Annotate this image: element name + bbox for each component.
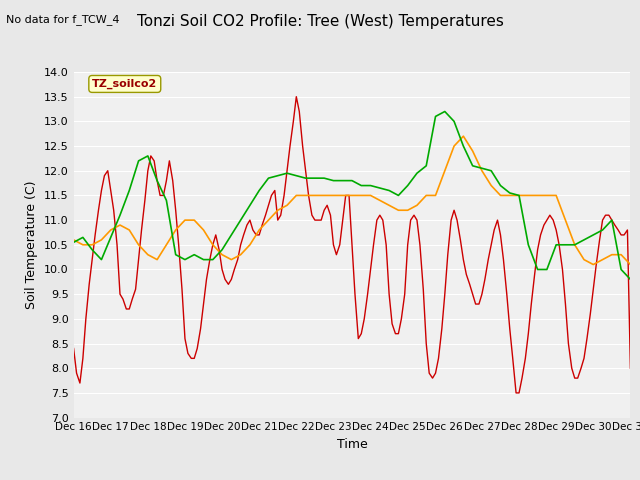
Text: No data for f_TCW_4: No data for f_TCW_4 xyxy=(6,14,120,25)
Text: Tonzi Soil CO2 Profile: Tree (West) Temperatures: Tonzi Soil CO2 Profile: Tree (West) Temp… xyxy=(136,14,504,29)
Text: TZ_soilco2: TZ_soilco2 xyxy=(92,79,157,89)
Y-axis label: Soil Temperature (C): Soil Temperature (C) xyxy=(26,180,38,309)
X-axis label: Time: Time xyxy=(337,438,367,451)
